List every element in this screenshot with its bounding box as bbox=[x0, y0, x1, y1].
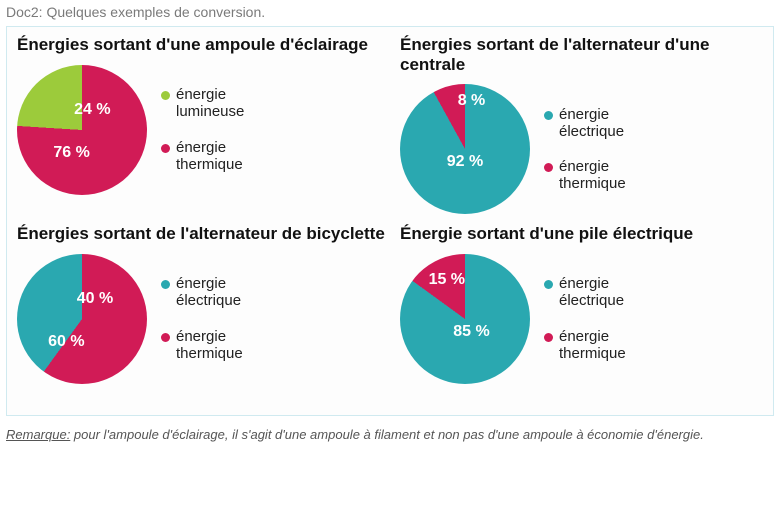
slice-label: 15 % bbox=[429, 271, 465, 289]
chart-panel: Énergies sortant d'une ampoule d'éclaira… bbox=[11, 35, 386, 214]
legend: énergieélectrique énergiethermique bbox=[544, 275, 626, 362]
pie-chart: 92 % 8 % bbox=[400, 84, 530, 214]
pie-chart: 60 % 40 % bbox=[17, 254, 147, 384]
doc-title: Doc2: Quelques exemples de conversion. bbox=[6, 4, 774, 20]
legend-text: énergieélectrique bbox=[176, 275, 241, 310]
legend-dot bbox=[161, 144, 170, 153]
panel-body: 85 % 15 % énergieélectrique énergiethermiqu… bbox=[394, 254, 769, 384]
slice-label: 8 % bbox=[458, 92, 486, 110]
legend-text: énergiethermique bbox=[176, 328, 243, 363]
pie bbox=[17, 254, 147, 384]
pie-chart: 85 % 15 % bbox=[400, 254, 530, 384]
legend-dot bbox=[161, 91, 170, 100]
legend: énergielumineuse énergiethermique bbox=[161, 86, 244, 173]
legend-item: énergieélectrique bbox=[161, 275, 243, 310]
chart-panel: Énergie sortant d'une pile électrique 85 … bbox=[394, 224, 769, 403]
legend-item: énergieélectrique bbox=[544, 106, 626, 141]
slice-label: 92 % bbox=[447, 153, 483, 171]
legend-item: énergiethermique bbox=[161, 328, 243, 363]
legend-dot bbox=[544, 163, 553, 172]
charts-container: Énergies sortant d'une ampoule d'éclaira… bbox=[6, 26, 774, 416]
panel-title: Énergie sortant d'une pile électrique bbox=[394, 224, 769, 244]
legend-text: énergieélectrique bbox=[559, 275, 624, 310]
remark-text: pour l'ampoule d'éclairage, il s'agit d'… bbox=[70, 427, 704, 442]
slice-label: 60 % bbox=[48, 333, 84, 351]
legend-item: énergiethermique bbox=[544, 158, 626, 193]
slice-label: 24 % bbox=[74, 101, 110, 119]
legend-item: énergiethermique bbox=[161, 139, 244, 174]
legend-item: énergielumineuse bbox=[161, 86, 244, 121]
remark-label: Remarque: bbox=[6, 427, 70, 442]
legend-dot bbox=[544, 111, 553, 120]
legend-item: énergiethermique bbox=[544, 328, 626, 363]
legend: énergieélectrique énergiethermique bbox=[544, 106, 626, 193]
legend-dot bbox=[544, 333, 553, 342]
panel-title: Énergies sortant d'une ampoule d'éclaira… bbox=[11, 35, 386, 55]
panel-body: 92 % 8 % énergieélectrique énergiethermique bbox=[394, 84, 769, 214]
panel-title: Énergies sortant de l'alternateur d'une … bbox=[394, 35, 769, 74]
legend-item: énergieélectrique bbox=[544, 275, 626, 310]
slice-label: 76 % bbox=[53, 144, 89, 162]
chart-panel: Énergies sortant de l'alternateur d'une … bbox=[394, 35, 769, 214]
legend-dot bbox=[544, 280, 553, 289]
legend-text: énergieélectrique bbox=[559, 106, 624, 141]
legend-text: énergielumineuse bbox=[176, 86, 244, 121]
pie bbox=[17, 65, 147, 195]
legend-dot bbox=[161, 333, 170, 342]
panel-body: 60 % 40 % énergieélectrique énergiethermiqu… bbox=[11, 254, 386, 384]
slice-label: 85 % bbox=[453, 323, 489, 341]
panel-title: Énergies sortant de l'alternateur de bic… bbox=[11, 224, 386, 244]
remark: Remarque: pour l'ampoule d'éclairage, il… bbox=[6, 426, 774, 444]
slice-label: 40 % bbox=[77, 290, 113, 308]
legend-text: énergiethermique bbox=[559, 158, 626, 193]
legend-dot bbox=[161, 280, 170, 289]
legend: énergieélectrique énergiethermique bbox=[161, 275, 243, 362]
legend-text: énergiethermique bbox=[176, 139, 243, 174]
pie-chart: 76 % 24 % bbox=[17, 65, 147, 195]
chart-panel: Énergies sortant de l'alternateur de bic… bbox=[11, 224, 386, 403]
panel-body: 76 % 24 % énergielumineuse énergiethermique bbox=[11, 65, 386, 195]
legend-text: énergiethermique bbox=[559, 328, 626, 363]
